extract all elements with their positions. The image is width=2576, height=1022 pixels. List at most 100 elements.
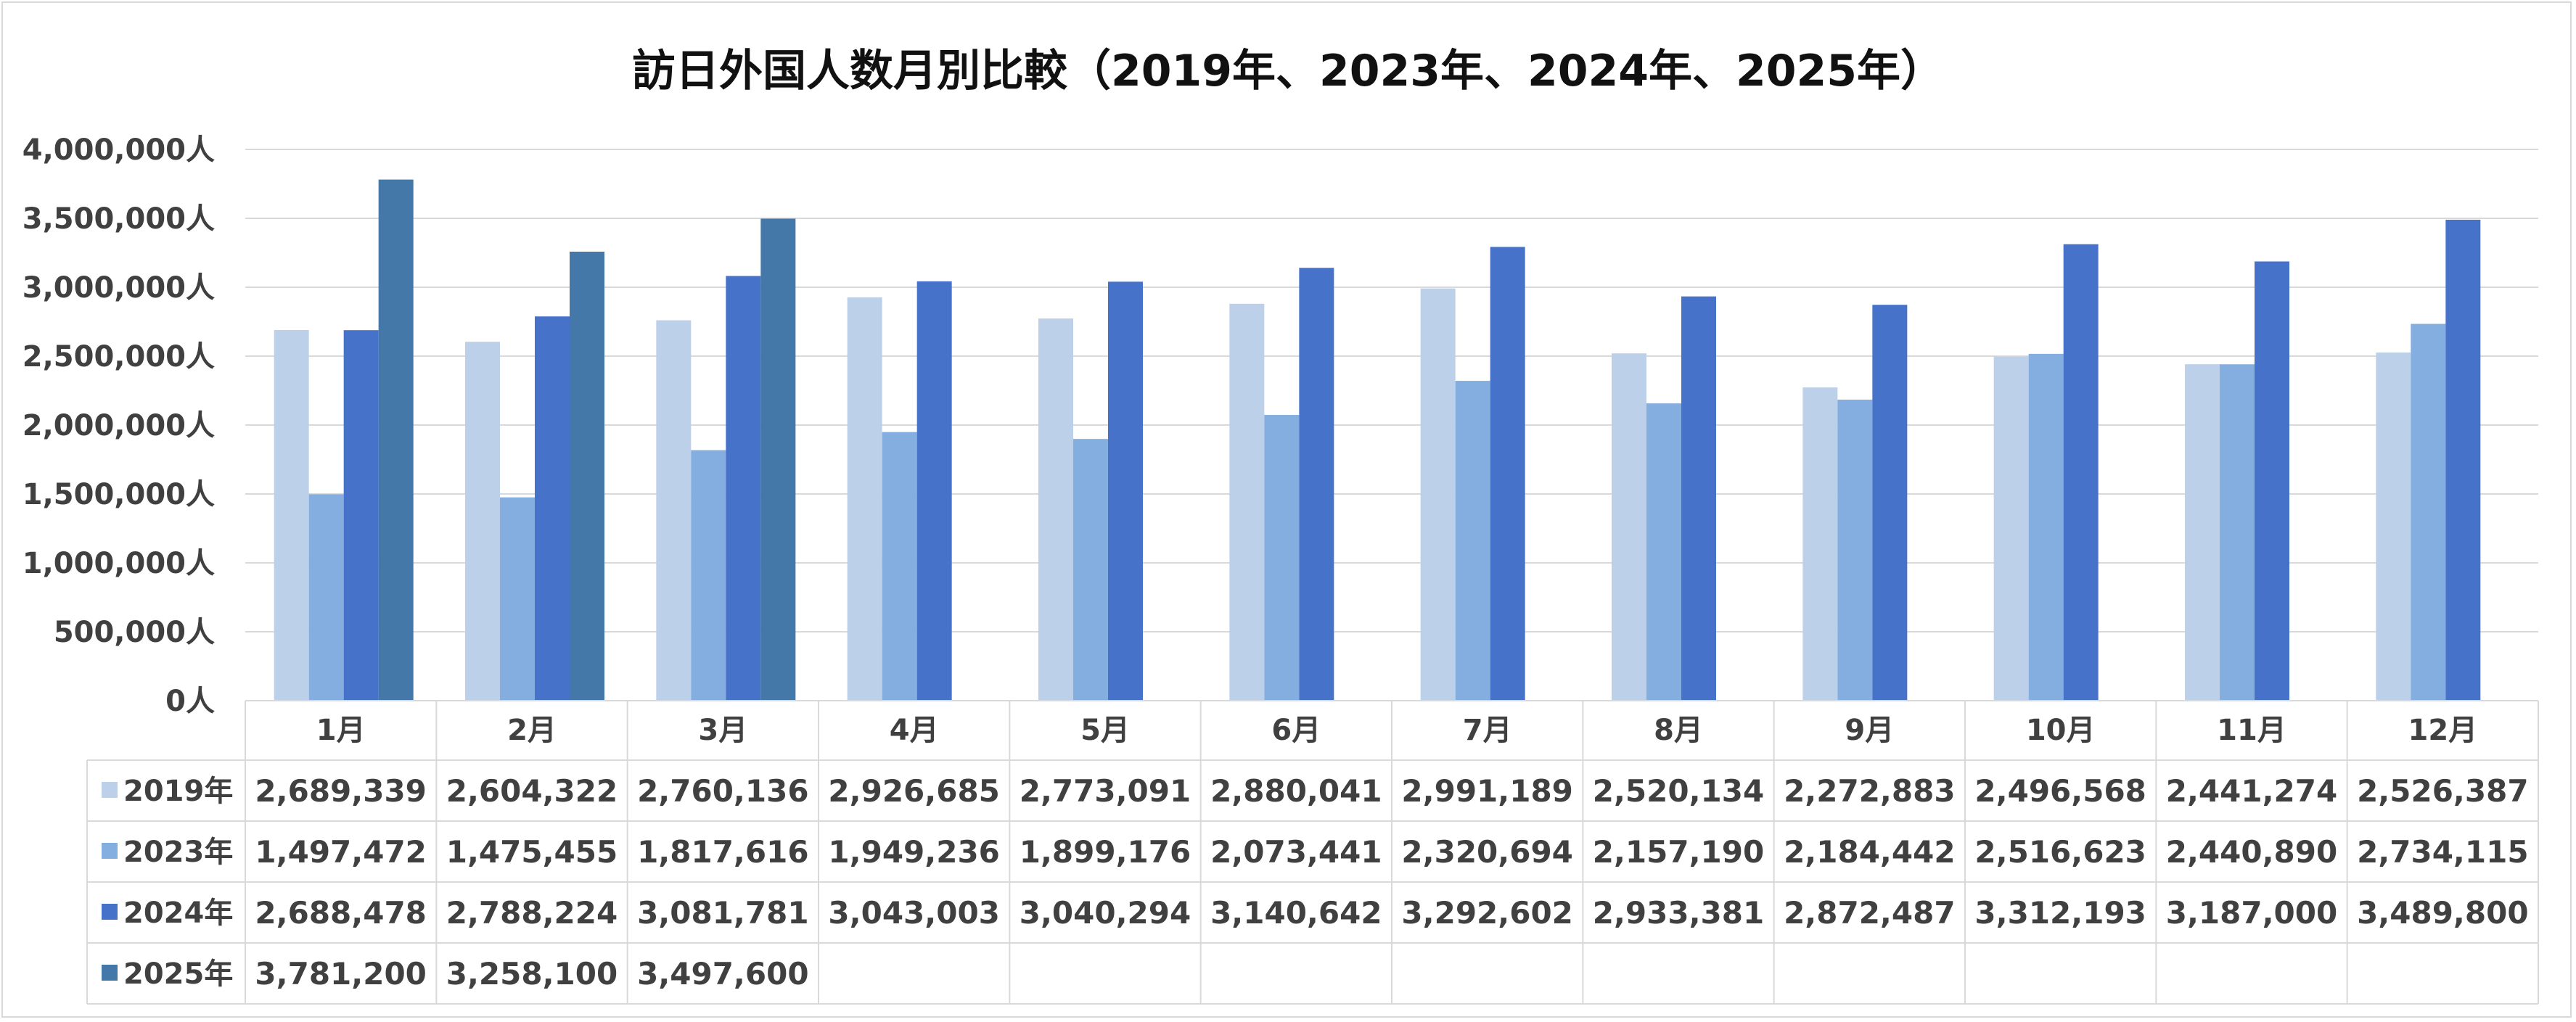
bar-2024年-6月 [1299,268,1334,701]
bar-2025年-3月 [760,218,796,701]
table-cell: 2,441,274 [2166,773,2337,809]
table-cell: 3,781,200 [255,956,426,992]
table-cell: 3,043,003 [828,895,999,931]
bar-2024年-7月 [1490,247,1525,701]
series-label: 2025年 [123,957,233,991]
y-tick-label: 0人 [165,685,215,718]
table-cell: 3,292,602 [1401,895,1572,931]
bars [274,179,2481,701]
chart-title: 訪日外国人数月別比較（2019年、2023年、2024年、2025年） [632,46,1944,96]
bar-2019年-9月 [1802,387,1838,701]
bar-2024年-8月 [1681,296,1716,701]
bar-2024年-3月 [726,276,761,701]
table-cell: 2,184,442 [1784,834,1955,870]
bar-2025年-2月 [570,251,604,701]
bar-2023年-4月 [882,432,917,701]
table-cell: 1,949,236 [828,834,999,870]
category-label: 7月 [1463,714,1512,747]
y-tick-label: 1,000,000人 [22,547,215,580]
bar-2024年-4月 [916,281,952,701]
bar-2023年-3月 [691,450,726,701]
category-label: 5月 [1080,714,1130,747]
bar-2025年-1月 [378,179,414,701]
bar-2019年-1月 [274,330,309,701]
bar-2023年-7月 [1455,381,1490,701]
table-cell: 2,880,041 [1210,773,1382,809]
table-cell: 2,689,339 [255,773,426,809]
category-label: 2月 [507,714,557,747]
y-tick-label: 2,000,000人 [22,409,215,442]
data-table: 1月 2月 3月 4月 5月 6月 7月 8月 9月 10月 11月 12月 2019年 2,689,33… [86,700,2539,1005]
table-cell: 2,516,623 [1974,834,2146,870]
table-cell: 3,140,642 [1210,895,1382,931]
bar-2024年-12月 [2445,219,2481,701]
table-cell: 3,187,000 [2166,895,2337,931]
table-cell: 2,272,883 [1784,773,1955,809]
bar-2019年-12月 [2376,352,2411,701]
bar-2023年-11月 [2220,364,2255,701]
series-label: 2024年 [123,897,233,930]
table-cell: 2,320,694 [1401,834,1572,870]
table-cell: 2,604,322 [446,773,618,809]
bar-2019年-8月 [1612,353,1646,701]
bar-2023年-1月 [308,494,344,701]
legend-key-2025年 [102,965,118,981]
table-cell: 2,440,890 [2166,834,2337,870]
series-label: 2023年 [123,836,233,869]
table-cell: 3,312,193 [1974,895,2146,931]
bar-2023年-9月 [1837,399,1873,701]
y-tick-label: 3,000,000人 [22,271,215,305]
category-label: 6月 [1271,714,1321,747]
table-cell: 2,157,190 [1593,834,1764,870]
table-cell: 2,688,478 [255,895,426,931]
y-tick-label: 1,500,000人 [22,478,215,511]
legend-key-2024年 [102,904,118,920]
y-axis: 0人 500,000人 1,000,000人 1,500,000人 2,000,000人… [22,133,215,718]
bar-2024年-1月 [343,330,379,701]
table-cell: 3,258,100 [446,956,618,992]
bar-2024年-10月 [2063,244,2099,701]
bar-2024年-5月 [1108,281,1143,701]
legend-key-2019年 [102,782,118,798]
table-cell: 2,991,189 [1401,773,1572,809]
bar-2023年-10月 [2028,353,2064,701]
table-cell: 3,489,800 [2357,895,2528,931]
bar-2023年-2月 [500,497,535,701]
table-cell: 3,497,600 [637,956,808,992]
table-cell: 2,872,487 [1784,895,1955,931]
bar-2019年-3月 [656,320,692,701]
bar-2023年-5月 [1073,439,1108,701]
bar-2019年-7月 [1420,288,1456,701]
category-label: 4月 [890,714,939,747]
table-cell: 2,520,134 [1593,773,1764,809]
table-cell: 2,788,224 [446,895,618,931]
table-cell: 2,760,136 [637,773,808,809]
bar-2024年-2月 [535,316,570,701]
category-label: 11月 [2217,714,2286,747]
bar-2019年-4月 [847,297,882,701]
table-cell: 2,933,381 [1593,895,1764,931]
bar-2024年-11月 [2255,261,2289,701]
category-label: 3月 [698,714,747,747]
series-label: 2019年 [123,775,233,808]
table-cell: 2,926,685 [828,773,999,809]
gridlines [245,149,2538,632]
table-cell: 2,773,091 [1020,773,1191,809]
table-cell: 1,899,176 [1020,834,1191,870]
y-tick-label: 3,500,000人 [22,202,215,236]
legend-key-2023年 [102,843,118,859]
bar-2023年-12月 [2411,324,2446,701]
table-cell: 2,734,115 [2357,834,2528,870]
table-cell: 1,475,455 [446,834,618,870]
category-label: 9月 [1845,714,1894,747]
bar-2019年-6月 [1229,303,1265,701]
table-cell: 1,817,616 [637,834,808,870]
table-cell: 3,040,294 [1020,895,1191,931]
bar-2019年-10月 [1993,356,2029,701]
table-cell: 2,526,387 [2357,773,2528,809]
bar-2019年-2月 [465,342,500,701]
category-label: 1月 [316,714,366,747]
y-tick-label: 4,000,000人 [22,133,215,167]
